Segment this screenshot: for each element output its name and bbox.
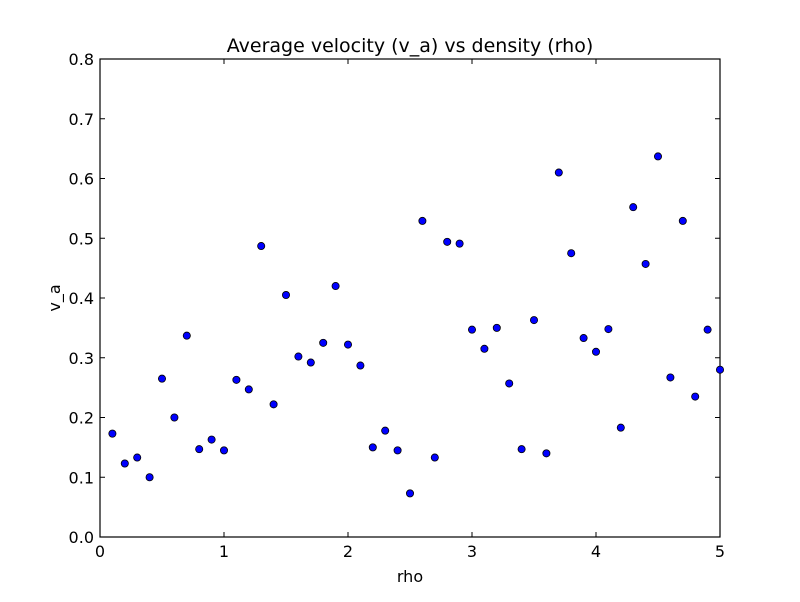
data-point bbox=[170, 413, 179, 422]
x-tick-label: 5 bbox=[715, 542, 725, 561]
y-tick-label: 0.0 bbox=[69, 528, 94, 547]
y-tick-label: 0.5 bbox=[69, 229, 94, 248]
data-point bbox=[616, 423, 625, 432]
data-point bbox=[405, 489, 414, 498]
data-point bbox=[232, 375, 241, 384]
x-tick-label: 4 bbox=[591, 542, 601, 561]
data-point bbox=[257, 242, 266, 251]
data-point bbox=[182, 331, 191, 340]
data-point bbox=[244, 385, 253, 394]
tick-marks bbox=[99, 58, 721, 538]
data-point bbox=[430, 453, 439, 462]
data-point bbox=[133, 453, 142, 462]
data-point bbox=[294, 352, 303, 361]
data-point bbox=[281, 291, 290, 300]
data-point bbox=[567, 249, 576, 258]
data-point bbox=[145, 473, 154, 482]
chart-title: Average velocity (v_a) vs density (rho) bbox=[227, 35, 593, 57]
data-point bbox=[678, 216, 687, 225]
data-point bbox=[492, 323, 501, 332]
data-point bbox=[629, 203, 638, 212]
y-tick-labels: 0.0 0.1 0.2 0.3 0.4 0.5 0.6 0.7 0.8 bbox=[69, 50, 94, 547]
data-point bbox=[108, 429, 117, 438]
data-point bbox=[703, 325, 712, 334]
y-tick-label: 0.1 bbox=[69, 468, 94, 487]
data-point bbox=[455, 239, 464, 248]
y-tick-label: 0.6 bbox=[69, 170, 94, 189]
x-tick-label: 0 bbox=[95, 542, 105, 561]
data-point bbox=[343, 340, 352, 349]
data-point bbox=[219, 446, 228, 455]
x-tick-label: 1 bbox=[219, 542, 229, 561]
data-point bbox=[319, 338, 328, 347]
y-tick-label: 0.7 bbox=[69, 110, 94, 129]
y-axis-label: v_a bbox=[45, 284, 65, 311]
data-point bbox=[716, 365, 725, 374]
data-point bbox=[691, 392, 700, 401]
data-point bbox=[381, 426, 390, 435]
data-point bbox=[368, 443, 377, 452]
data-point bbox=[542, 449, 551, 458]
data-point bbox=[480, 344, 489, 353]
data-points bbox=[108, 152, 725, 498]
data-point bbox=[120, 459, 129, 468]
y-tick-label: 0.3 bbox=[69, 349, 94, 368]
data-point bbox=[641, 259, 650, 268]
data-point bbox=[393, 446, 402, 455]
data-point bbox=[505, 379, 514, 388]
data-point bbox=[604, 325, 613, 334]
data-point bbox=[443, 237, 452, 246]
data-point bbox=[579, 334, 588, 343]
data-point bbox=[592, 347, 601, 356]
y-tick-label: 0.8 bbox=[69, 50, 94, 69]
data-point bbox=[517, 445, 526, 454]
x-axis-label: rho bbox=[397, 567, 423, 586]
data-point bbox=[467, 325, 476, 334]
data-point bbox=[195, 445, 204, 454]
data-point bbox=[356, 361, 365, 370]
data-point bbox=[654, 152, 663, 161]
data-point bbox=[418, 216, 427, 225]
data-point bbox=[207, 435, 216, 444]
data-point bbox=[331, 282, 340, 291]
plot-area bbox=[99, 58, 721, 538]
data-point bbox=[666, 373, 675, 382]
data-point bbox=[306, 358, 315, 367]
data-point bbox=[530, 316, 539, 325]
x-tick-labels: 0 1 2 3 4 5 bbox=[95, 542, 725, 561]
data-point bbox=[157, 374, 166, 383]
y-tick-label: 0.2 bbox=[69, 409, 94, 428]
data-point bbox=[269, 400, 278, 409]
x-tick-label: 2 bbox=[343, 542, 353, 561]
y-tick-label: 0.4 bbox=[69, 289, 94, 308]
x-tick-label: 3 bbox=[467, 542, 477, 561]
data-point bbox=[554, 168, 563, 177]
